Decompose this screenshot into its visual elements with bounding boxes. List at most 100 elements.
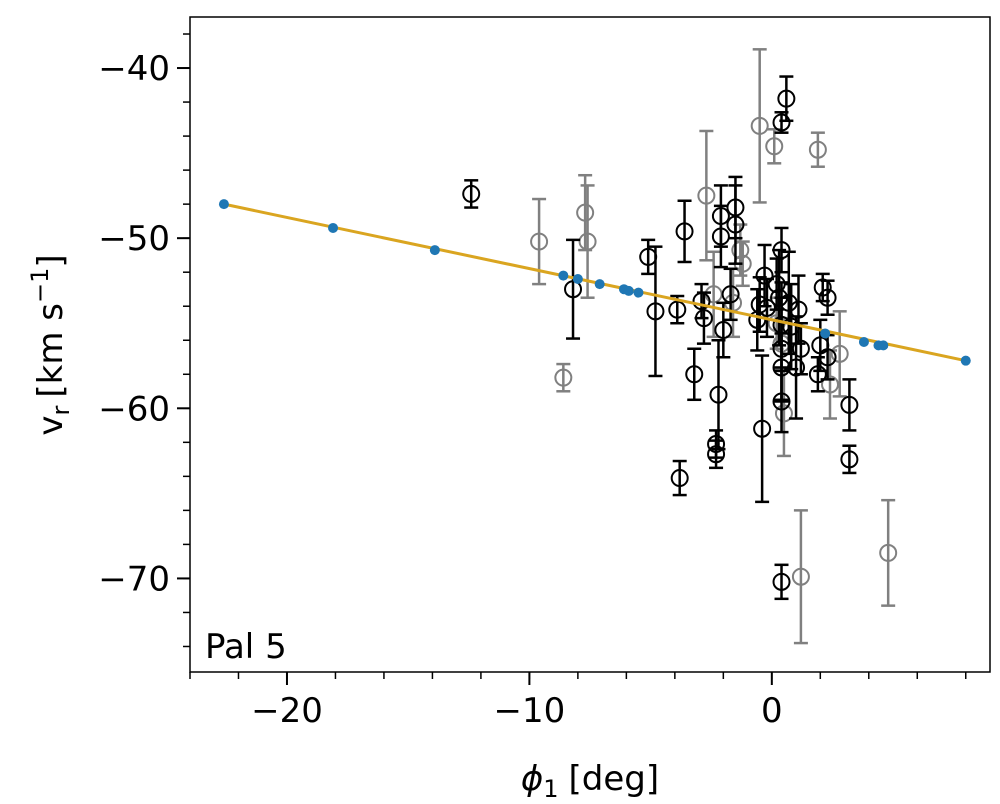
black-member-point <box>813 272 832 303</box>
black-member-point <box>675 199 694 264</box>
black-member-point <box>462 179 481 209</box>
black-member-marker <box>772 392 791 411</box>
x-axis-symbol: ϕ <box>521 759 543 799</box>
x-axis-subscript: 1 <box>543 775 558 800</box>
black-member-marker <box>779 293 798 312</box>
black-member-marker <box>714 321 733 340</box>
black-member-marker <box>818 348 837 367</box>
grey-member-marker <box>750 116 769 135</box>
grey-member-marker <box>830 344 849 363</box>
black-member-marker <box>791 339 810 358</box>
grey-member-point <box>808 131 827 168</box>
black-member-marker <box>755 266 774 285</box>
y-axis-unit-suffix: ] <box>31 254 71 267</box>
grey-member-marker <box>791 567 810 586</box>
grey-member-point <box>750 48 769 204</box>
model-track-point <box>429 245 440 256</box>
black-member-point <box>714 301 733 359</box>
black-member-marker <box>709 385 728 404</box>
black-member-marker <box>772 572 791 591</box>
model-track-line <box>223 202 967 363</box>
grey-member-point <box>731 223 750 277</box>
y-axis-subscript: r <box>47 406 75 416</box>
black-member-marker <box>685 365 704 384</box>
grey-member-point <box>697 129 716 262</box>
black-member-marker <box>757 298 776 317</box>
model-track-point <box>878 340 889 351</box>
black-member-marker <box>675 222 694 241</box>
y-axis-unit-prefix: [km s <box>31 303 71 398</box>
black-member-marker <box>726 198 745 217</box>
model-track-point <box>633 287 644 298</box>
black-member-point <box>639 238 658 276</box>
grey-member-marker <box>808 140 827 159</box>
grey-member-marker <box>765 137 784 156</box>
grey-member-point <box>791 509 810 645</box>
black-member-point <box>772 111 791 134</box>
model-track-point <box>218 199 229 210</box>
grey-member-point <box>578 184 597 299</box>
model-track-point <box>858 336 869 347</box>
y-axis-base: v <box>31 416 71 436</box>
black-member-marker <box>840 395 859 414</box>
x-axis-unit: [deg] <box>569 759 660 799</box>
black-member-point <box>777 75 796 123</box>
black-member-marker <box>707 445 726 464</box>
black-member-point <box>685 347 704 402</box>
plot-frame <box>189 16 991 673</box>
black-member-marker <box>808 365 827 384</box>
grey-member-point <box>879 498 898 607</box>
model-track-point <box>820 328 831 339</box>
axis-ticks: −20 −10 0 −70 −60 −50 −40 <box>98 33 967 731</box>
black-member-marker <box>711 207 730 226</box>
black-member-point <box>840 378 859 432</box>
black-member-point <box>840 444 859 475</box>
black-member-point <box>694 291 713 345</box>
cluster-annotation: Pal 5 <box>205 627 287 667</box>
grey-member-point <box>765 128 784 165</box>
black-member-marker <box>753 419 772 438</box>
black-member-point <box>791 321 810 376</box>
model-track-point <box>558 270 569 281</box>
black-member-point <box>772 226 791 274</box>
black-member-marker <box>777 89 796 108</box>
grey-member-point <box>554 362 573 393</box>
x-tick-label: −20 <box>251 691 323 731</box>
plot-marks <box>218 48 971 645</box>
black-member-point <box>779 250 798 356</box>
black-member-marker <box>564 280 583 299</box>
model-track-point <box>594 279 605 290</box>
black-member-marker <box>721 285 740 304</box>
black-member-point <box>772 563 791 601</box>
x-axis-label: ϕ1 [deg] <box>521 759 659 800</box>
grey-member-marker <box>554 368 573 387</box>
grey-member-point <box>821 349 839 420</box>
grey-member-marker <box>530 232 549 251</box>
y-tick-label: −70 <box>98 559 170 599</box>
grey-member-marker <box>774 404 793 423</box>
grey-member-marker <box>821 375 839 394</box>
model-track-point <box>572 274 583 284</box>
model-track-point <box>623 285 634 296</box>
black-member-point <box>757 277 776 339</box>
y-axis-label: vr [km s−1] <box>26 254 75 435</box>
black-member-point <box>789 274 808 345</box>
y-tick-label: −40 <box>98 49 170 89</box>
black-member-point <box>808 356 827 393</box>
black-member-marker <box>772 241 791 260</box>
black-member-point <box>668 294 687 325</box>
grey-member-point <box>830 310 849 398</box>
black-member-point <box>772 369 791 434</box>
y-tick-label: −60 <box>98 389 170 429</box>
black-member-marker <box>462 184 481 203</box>
black-member-point <box>818 279 837 316</box>
black-member-point <box>707 439 726 470</box>
model-track-point <box>328 222 339 233</box>
grey-member-marker <box>576 203 595 222</box>
grey-member-marker <box>879 543 898 562</box>
black-member-point <box>753 354 772 504</box>
black-member-marker <box>840 450 859 469</box>
grey-member-marker <box>578 232 597 251</box>
